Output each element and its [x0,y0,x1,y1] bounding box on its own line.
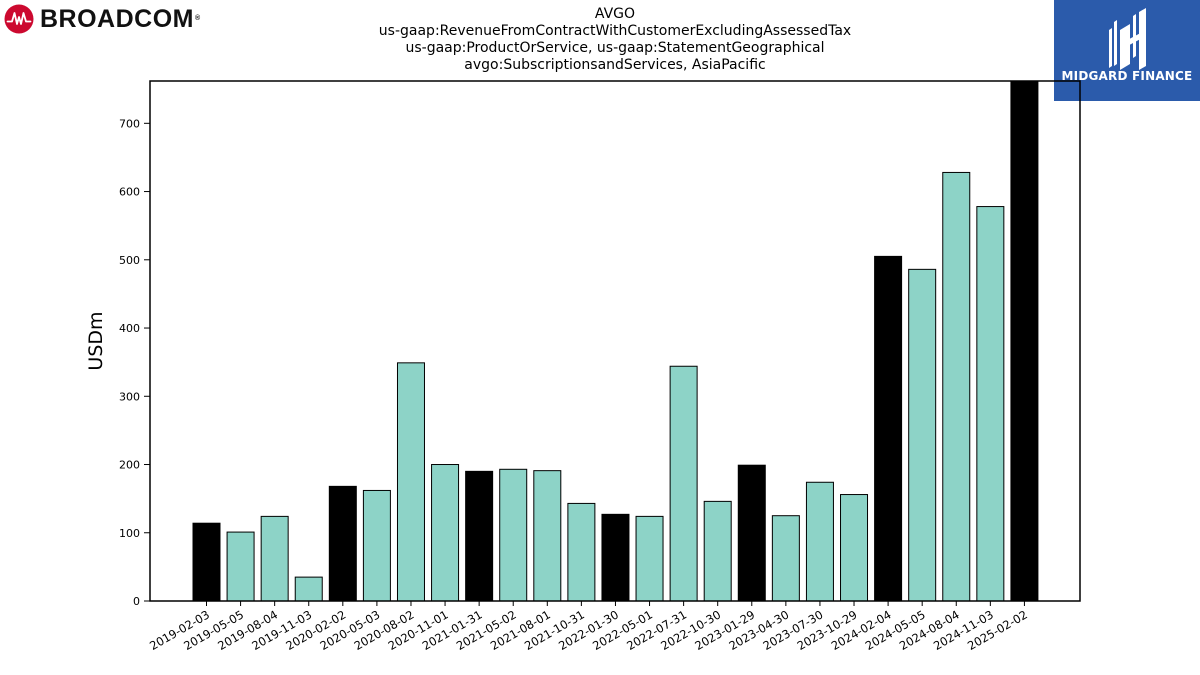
chart-title-line-4: avgo:SubscriptionsandServices, AsiaPacif… [464,57,766,73]
bar-2024-11-03 [976,206,1005,602]
y-tick-label: 500 [119,254,140,267]
midgard-finance-logo: MIDGARD FINANCE [1054,0,1200,101]
bar-2021-08-01 [533,470,562,602]
bar-2021-05-02 [499,468,528,602]
broadcom-logo-text: BROADCOM® [40,5,201,33]
plot-frame [149,80,1081,602]
broadcom-logo: BROADCOM® [4,4,201,34]
bar-2020-08-02 [396,362,425,602]
midgard-emblem-icon [1109,8,1146,70]
y-tick-label: 600 [119,186,140,199]
chart-title-line-2: us-gaap:RevenueFromContractWithCustomerE… [378,23,852,39]
bar-2025-02-02 [1010,80,1039,602]
y-tick-label: 200 [119,459,140,472]
registered-mark: ® [195,15,201,22]
bar-2023-04-30 [771,515,800,602]
bar-2020-05-03 [362,489,391,602]
bar-2021-10-31 [567,502,596,602]
y-tick-label: 100 [119,527,140,540]
chart-title-line-1: AVGO [594,6,636,22]
chart-title-line-3: us-gaap:ProductOrService, us-gaap:Statem… [405,40,825,56]
bar-2019-11-03 [294,576,323,602]
chart-title: AVGO us-gaap:RevenueFromContractWithCust… [300,6,930,74]
bar-2019-02-03 [192,522,221,602]
y-tick-label: 0 [133,595,140,608]
bar-2023-07-30 [805,481,834,602]
broadcom-pulse-icon [4,4,34,34]
bar-2020-11-01 [431,464,460,602]
bar-2022-01-30 [601,513,630,602]
bar-2021-01-31 [465,470,494,602]
bar-2024-05-05 [908,268,937,602]
y-tick-label: 300 [119,390,140,403]
bar-2022-05-01 [635,515,664,602]
bar-2024-02-04 [874,255,903,602]
midgard-finance-text: MIDGARD FINANCE [1061,69,1193,83]
bar-2022-07-31 [669,365,698,602]
bar-2019-05-05 [226,531,255,602]
bar-2024-08-04 [942,171,971,602]
bar-2022-10-30 [703,500,732,602]
y-axis-label: USDm [85,311,107,370]
y-tick-label: 400 [119,322,140,335]
bar-2019-08-04 [260,515,289,602]
y-tick-label: 700 [119,117,140,130]
bar-2023-10-29 [840,494,869,602]
bar-2020-02-02 [328,485,357,602]
bar-2023-01-29 [737,464,766,602]
